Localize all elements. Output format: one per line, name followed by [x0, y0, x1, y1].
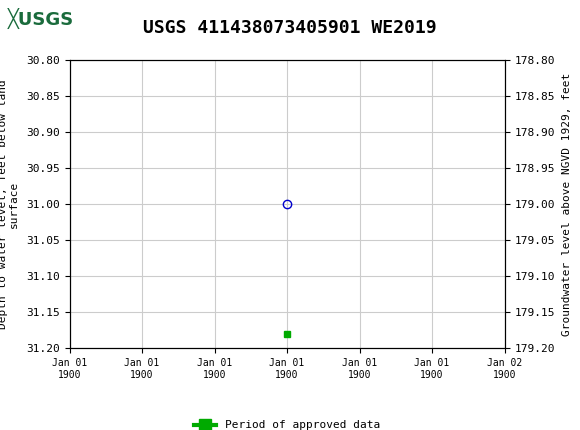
FancyBboxPatch shape	[3, 4, 72, 34]
Y-axis label: Groundwater level above NGVD 1929, feet: Groundwater level above NGVD 1929, feet	[562, 73, 572, 336]
Text: ╳USGS: ╳USGS	[8, 9, 74, 29]
Y-axis label: Depth to water level, feet below land
surface: Depth to water level, feet below land su…	[0, 80, 19, 329]
Legend: Period of approved data: Period of approved data	[190, 416, 385, 430]
Text: USGS 411438073405901 WE2019: USGS 411438073405901 WE2019	[143, 19, 437, 37]
